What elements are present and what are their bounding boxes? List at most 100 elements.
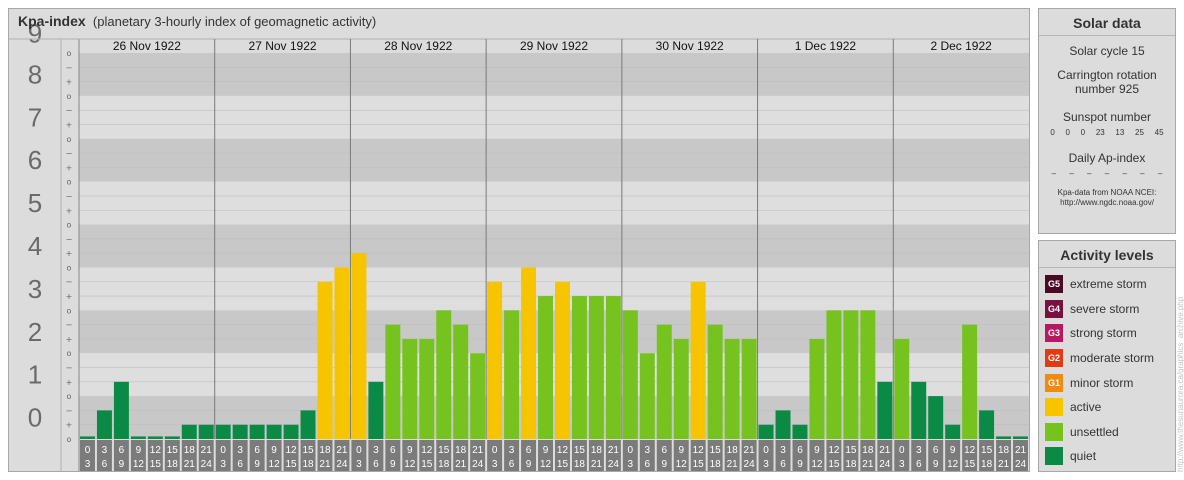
interval-start-label: 15 <box>710 445 722 456</box>
interval-start-label: 21 <box>472 445 484 456</box>
interval-end-label: 12 <box>133 459 145 470</box>
y-minor-label: o <box>67 349 72 358</box>
interval-end-label: 12 <box>540 459 552 470</box>
y-minor-label: + <box>66 335 73 344</box>
interval-cell <box>928 440 944 471</box>
interval-cell <box>605 440 621 471</box>
interval-end-label: 18 <box>438 459 450 470</box>
interval-end-label: 21 <box>998 459 1010 470</box>
interval-start-label: 0 <box>356 445 362 456</box>
sunspot-value-4: 13 <box>1115 128 1125 137</box>
interval-start-label: 3 <box>237 445 243 456</box>
y-minor-label: − <box>66 63 73 72</box>
interval-end-label: 15 <box>693 459 705 470</box>
sunspot-value-0: 0 <box>1050 128 1055 137</box>
y-minor-label: + <box>66 292 73 301</box>
interval-end-label: 3 <box>85 459 91 470</box>
interval-end-label: 12 <box>404 459 416 470</box>
y-band <box>79 310 1029 354</box>
y-minor-label: + <box>66 206 73 215</box>
interval-end-label: 24 <box>879 459 891 470</box>
y-minor-label: + <box>66 120 73 129</box>
day-label: 27 Nov 1922 <box>249 39 317 53</box>
interval-end-label: 9 <box>254 459 260 470</box>
interval-end-label: 3 <box>628 459 634 470</box>
interval-end-label: 9 <box>661 459 667 470</box>
interval-cell <box>266 440 282 471</box>
kp-bar <box>385 324 401 439</box>
interval-start-label: 21 <box>201 445 213 456</box>
y-minor-label: + <box>66 78 73 87</box>
interval-end-label: 6 <box>509 459 515 470</box>
y-tick-label: 0 <box>28 403 42 433</box>
interval-start-label: 9 <box>814 445 820 456</box>
interval-end-label: 18 <box>845 459 857 470</box>
sunspot-values: 0 0 0 23 13 25 45 <box>1039 128 1175 137</box>
data-source-line-1: Kpa-data from NOAA NCEI: <box>1057 188 1157 197</box>
kp-bar <box>792 424 808 439</box>
y-tick-label: 1 <box>28 360 42 390</box>
interval-start-label: 18 <box>591 445 603 456</box>
kp-bar <box>334 267 350 439</box>
interval-start-label: 12 <box>150 445 162 456</box>
y-band <box>79 138 1029 182</box>
kp-bar <box>758 424 774 439</box>
interval-start-label: 9 <box>271 445 277 456</box>
kp-bar <box>945 424 961 439</box>
interval-cell <box>979 440 995 471</box>
level-swatch: G5 <box>1045 275 1063 294</box>
interval-start-label: 9 <box>543 445 549 456</box>
interval-start-label: 18 <box>727 445 739 456</box>
interval-cell <box>843 440 859 471</box>
interval-cell <box>232 440 248 471</box>
interval-start-label: 6 <box>797 445 803 456</box>
interval-cell <box>1013 440 1028 471</box>
level-swatch: G3 <box>1045 324 1063 343</box>
interval-cell <box>809 440 825 471</box>
interval-cell <box>130 440 146 471</box>
interval-end-label: 3 <box>356 459 362 470</box>
interval-cell <box>181 440 197 471</box>
chart-subtitle: (planetary 3-hourly index of geomagnetic… <box>92 14 377 29</box>
interval-start-label: 0 <box>763 445 769 456</box>
interval-cell <box>385 440 401 471</box>
interval-cell <box>283 440 299 471</box>
interval-start-label: 21 <box>1015 445 1027 456</box>
y-band <box>79 95 1029 139</box>
y-minor-label: + <box>66 249 73 258</box>
y-minor-label: − <box>66 149 73 158</box>
y-minor-label: − <box>66 321 73 330</box>
interval-start-label: 6 <box>526 445 532 456</box>
interval-start-label: 12 <box>828 445 840 456</box>
interval-cell <box>724 440 740 471</box>
interval-end-label: 15 <box>557 459 569 470</box>
interval-end-label: 21 <box>455 459 467 470</box>
kp-bar <box>215 424 231 439</box>
interval-cell <box>334 440 350 471</box>
interval-end-label: 18 <box>167 459 179 470</box>
y-minor-label: + <box>66 378 73 387</box>
y-tick-label: 4 <box>28 231 42 261</box>
activity-level-strong-storm: G3 strong storm <box>1039 321 1175 346</box>
interval-start-label: 0 <box>899 445 905 456</box>
interval-start-label: 21 <box>336 445 348 456</box>
ap-index-title: Daily Ap-index <box>1068 151 1146 165</box>
interval-cell <box>622 440 638 471</box>
interval-start-label: 0 <box>492 445 498 456</box>
kp-bar <box>300 410 316 439</box>
interval-cell <box>707 440 723 471</box>
kp-bar <box>249 424 265 439</box>
chart-title: Kpa-index (planetary 3-hourly index of g… <box>18 13 376 29</box>
interval-cell <box>317 440 333 471</box>
day-label: 2 Dec 1922 <box>930 39 992 53</box>
interval-start-label: 6 <box>119 445 125 456</box>
interval-cell <box>792 440 808 471</box>
interval-start-label: 18 <box>455 445 467 456</box>
interval-cell <box>198 440 214 471</box>
interval-end-label: 15 <box>828 459 840 470</box>
interval-start-label: 18 <box>319 445 331 456</box>
level-swatch: G1 <box>1045 373 1063 392</box>
kp-bar <box>487 281 503 439</box>
y-tick-label: 7 <box>28 102 42 132</box>
sunspot-value-1: 0 <box>1065 128 1070 137</box>
